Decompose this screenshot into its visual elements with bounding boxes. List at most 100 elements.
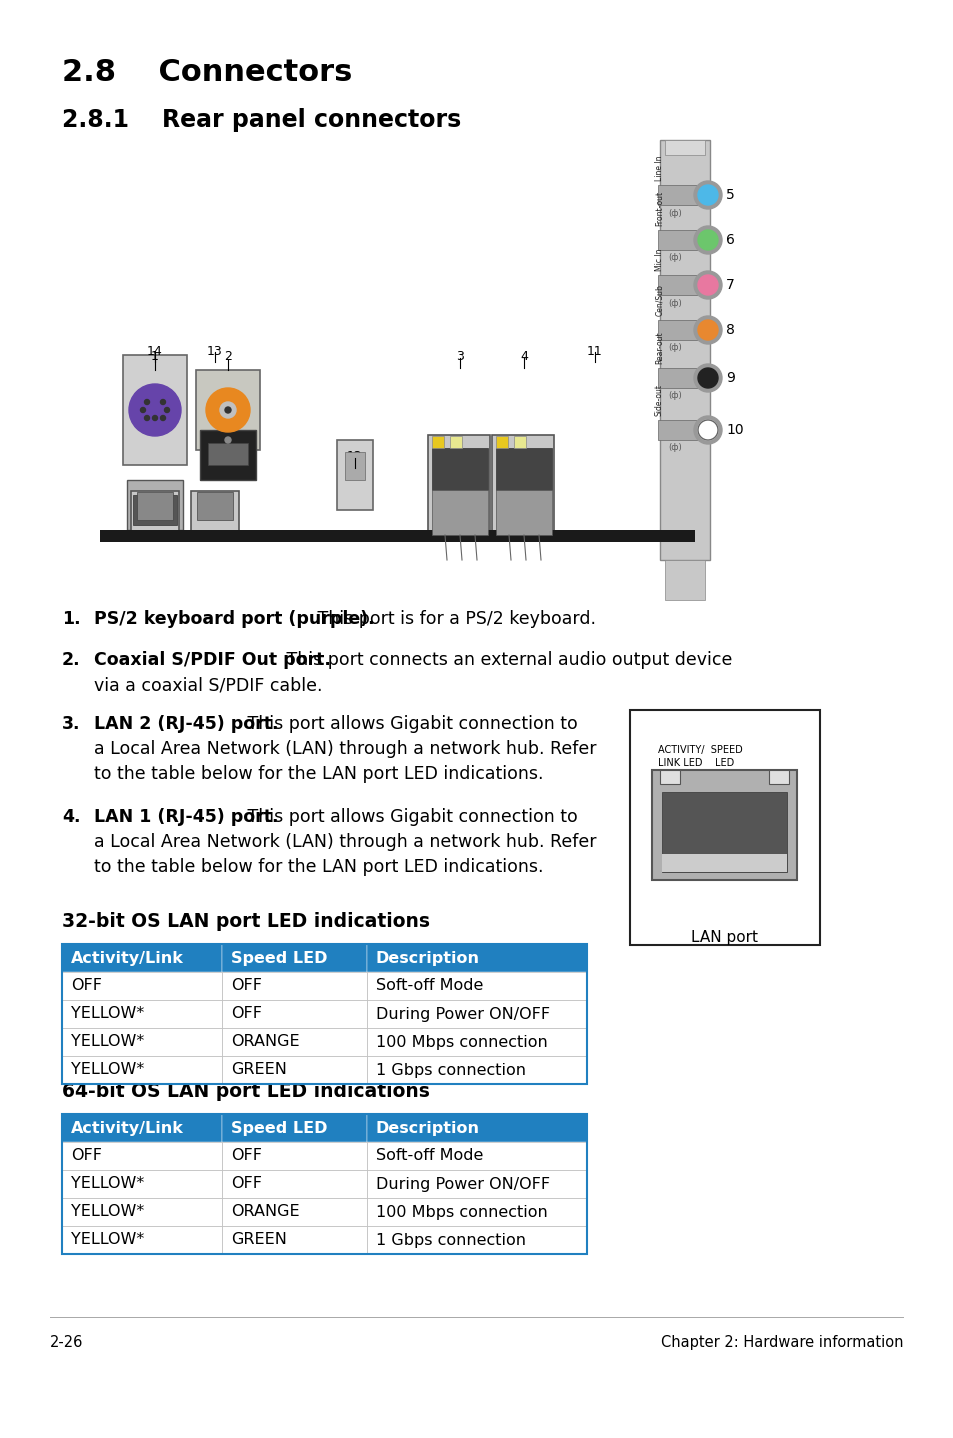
Text: * Blinking: * Blinking — [62, 1229, 142, 1245]
Text: Line In: Line In — [655, 155, 663, 181]
Text: 10: 10 — [725, 423, 742, 437]
Text: GREEN: GREEN — [231, 1063, 287, 1077]
Bar — [222, 1114, 367, 1142]
Text: Cen/Sub: Cen/Sub — [655, 285, 663, 316]
Circle shape — [698, 230, 718, 250]
Text: During Power ON/OFF: During Power ON/OFF — [375, 1007, 550, 1021]
Text: 13: 13 — [207, 345, 223, 358]
Bar — [658, 275, 711, 295]
Bar — [664, 139, 704, 155]
Text: to the table below for the LAN port LED indications.: to the table below for the LAN port LED … — [94, 765, 543, 784]
Circle shape — [693, 364, 721, 393]
Bar — [222, 1028, 367, 1055]
Bar — [222, 1142, 367, 1171]
Bar — [367, 1055, 586, 1084]
Bar — [191, 490, 239, 535]
Text: This port is for a PS/2 keyboard.: This port is for a PS/2 keyboard. — [312, 610, 596, 628]
Text: Front-out: Front-out — [655, 191, 663, 226]
Bar — [658, 230, 711, 250]
Text: This port allows Gigabit connection to: This port allows Gigabit connection to — [242, 715, 578, 733]
Text: YELLOW*: YELLOW* — [71, 1034, 144, 1050]
Text: (ф): (ф) — [667, 209, 681, 217]
Text: LAN 2 (RJ-45) port.: LAN 2 (RJ-45) port. — [94, 715, 278, 733]
Bar — [768, 769, 788, 784]
Text: (ф): (ф) — [667, 344, 681, 352]
Bar — [62, 1171, 222, 1198]
Text: LINK LED    LED: LINK LED LED — [658, 758, 734, 768]
Bar — [345, 452, 365, 480]
Bar — [367, 972, 586, 999]
Text: OFF: OFF — [71, 1149, 102, 1163]
Text: Description: Description — [375, 1120, 479, 1136]
Bar — [100, 531, 664, 542]
Circle shape — [698, 186, 718, 206]
Text: * Blinking: * Blinking — [62, 1060, 142, 1076]
Bar — [432, 490, 488, 535]
Bar — [222, 1055, 367, 1084]
Text: During Power ON/OFF: During Power ON/OFF — [375, 1176, 550, 1192]
Text: 6: 6 — [725, 233, 734, 247]
Circle shape — [144, 400, 150, 404]
Bar — [62, 1055, 222, 1084]
Bar — [222, 1227, 367, 1254]
Bar — [659, 139, 709, 559]
Text: 4.: 4. — [62, 808, 80, 825]
Bar — [62, 972, 222, 999]
Bar — [222, 943, 367, 972]
Circle shape — [693, 270, 721, 299]
Text: Activity/Link: Activity/Link — [71, 951, 184, 965]
Text: OFF: OFF — [231, 1149, 262, 1163]
Bar — [659, 769, 679, 784]
Bar — [658, 321, 711, 339]
Bar — [62, 1198, 222, 1227]
Circle shape — [698, 275, 718, 295]
Bar — [450, 436, 461, 449]
Bar — [432, 436, 443, 449]
Text: (ф): (ф) — [667, 391, 681, 401]
Text: (ф): (ф) — [667, 443, 681, 453]
Bar — [496, 436, 507, 449]
Bar — [123, 355, 187, 464]
Text: YELLOW*: YELLOW* — [71, 1007, 144, 1021]
Bar — [367, 999, 586, 1028]
Text: (ф): (ф) — [667, 253, 681, 263]
Bar — [658, 186, 711, 206]
Text: 64-bit OS LAN port LED indications: 64-bit OS LAN port LED indications — [62, 1081, 430, 1102]
Circle shape — [144, 416, 150, 420]
Text: 3.: 3. — [62, 715, 80, 733]
Bar — [658, 368, 711, 388]
Text: ORANGE: ORANGE — [231, 1034, 299, 1050]
Circle shape — [693, 316, 721, 344]
Bar — [132, 495, 177, 525]
Text: YELLOW*: YELLOW* — [71, 1232, 144, 1248]
Bar — [62, 1114, 586, 1254]
Bar — [222, 972, 367, 999]
Text: Side-out: Side-out — [655, 384, 663, 416]
Bar — [496, 490, 552, 535]
Text: 2-26: 2-26 — [50, 1334, 83, 1350]
Bar — [208, 443, 248, 464]
Bar — [496, 449, 552, 490]
Text: OFF: OFF — [231, 1176, 262, 1192]
Text: 1: 1 — [151, 349, 159, 362]
Bar — [195, 370, 260, 450]
Bar — [432, 449, 488, 490]
Text: 4: 4 — [519, 349, 527, 362]
Text: 12: 12 — [347, 450, 362, 463]
Text: Speed LED: Speed LED — [231, 1120, 327, 1136]
Text: Soft-off Mode: Soft-off Mode — [375, 978, 483, 994]
Text: Soft-off Mode: Soft-off Mode — [375, 1149, 483, 1163]
Circle shape — [693, 181, 721, 209]
Bar — [367, 1171, 586, 1198]
Circle shape — [160, 416, 165, 420]
Bar — [62, 1028, 222, 1055]
Bar — [62, 943, 586, 1084]
Circle shape — [164, 407, 170, 413]
Text: 1 Gbps connection: 1 Gbps connection — [375, 1063, 525, 1077]
Text: ORANGE: ORANGE — [231, 1205, 299, 1219]
Text: OFF: OFF — [231, 1007, 262, 1021]
Bar — [664, 559, 704, 600]
Text: 100 Mbps connection: 100 Mbps connection — [375, 1205, 547, 1219]
Text: YELLOW*: YELLOW* — [71, 1176, 144, 1192]
Bar — [62, 1227, 222, 1254]
